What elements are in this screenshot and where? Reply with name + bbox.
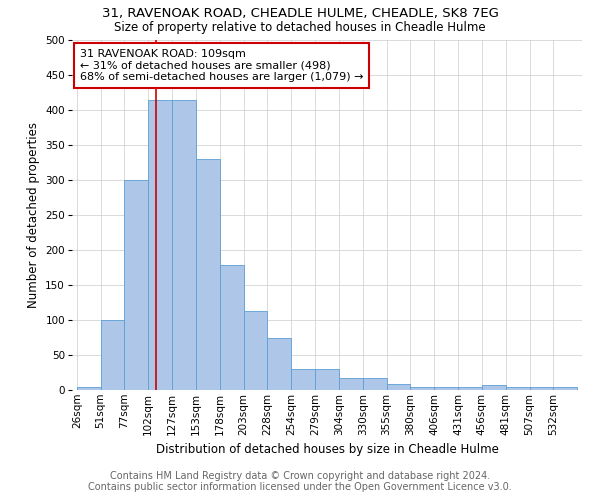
Bar: [291, 369, 315, 390]
Bar: [101, 320, 124, 390]
Bar: [244, 311, 268, 390]
Bar: [315, 369, 339, 390]
Bar: [77, 386, 101, 390]
Bar: [553, 387, 577, 390]
Bar: [530, 387, 553, 390]
Text: Size of property relative to detached houses in Cheadle Hulme: Size of property relative to detached ho…: [114, 21, 486, 34]
X-axis label: Distribution of detached houses by size in Cheadle Hulme: Distribution of detached houses by size …: [155, 443, 499, 456]
Y-axis label: Number of detached properties: Number of detached properties: [27, 122, 40, 308]
Bar: [363, 378, 386, 390]
Text: Contains HM Land Registry data © Crown copyright and database right 2024.
Contai: Contains HM Land Registry data © Crown c…: [88, 471, 512, 492]
Bar: [220, 266, 244, 390]
Bar: [172, 100, 196, 390]
Bar: [268, 338, 291, 390]
Bar: [196, 159, 220, 390]
Bar: [482, 385, 506, 390]
Bar: [148, 100, 172, 390]
Bar: [506, 387, 530, 390]
Bar: [124, 180, 148, 390]
Text: 31, RAVENOAK ROAD, CHEADLE HULME, CHEADLE, SK8 7EG: 31, RAVENOAK ROAD, CHEADLE HULME, CHEADL…: [101, 8, 499, 20]
Bar: [458, 387, 482, 390]
Text: 31 RAVENOAK ROAD: 109sqm
← 31% of detached houses are smaller (498)
68% of semi-: 31 RAVENOAK ROAD: 109sqm ← 31% of detach…: [80, 49, 363, 82]
Bar: [339, 378, 363, 390]
Bar: [386, 384, 410, 390]
Bar: [434, 387, 458, 390]
Bar: [410, 387, 434, 390]
